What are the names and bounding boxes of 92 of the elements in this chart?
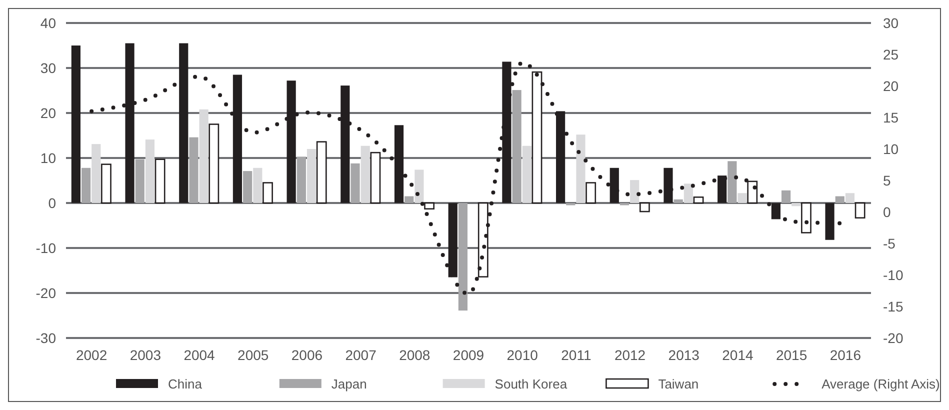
bar: [154, 158, 166, 204]
bar: [81, 168, 91, 203]
y-tick-label: 20: [40, 104, 56, 121]
x-tick-label: 2013: [668, 347, 700, 363]
y2-tick-label: 0: [883, 204, 891, 220]
x-tick-label: 2006: [291, 347, 323, 363]
bar: [145, 140, 155, 203]
bar: [693, 196, 704, 204]
bar: [512, 90, 522, 203]
x-tick-label: 2016: [830, 347, 862, 363]
bar: [630, 180, 640, 203]
bar: [350, 163, 360, 203]
bar: [448, 203, 458, 278]
y-tick-label: 30: [40, 60, 56, 76]
bar: [718, 176, 727, 203]
y2-tick-label: 10: [883, 140, 899, 157]
y-tick-label: -30: [36, 330, 56, 346]
bar: [296, 156, 306, 203]
bar: [556, 111, 566, 203]
bar: [792, 203, 801, 206]
bar: [394, 125, 404, 203]
bar: [835, 196, 844, 203]
legend-label: South Korea: [494, 376, 568, 392]
legend-label: Average (Right Axis): [822, 376, 940, 392]
x-tick-label: 2014: [722, 347, 754, 363]
bar: [747, 180, 758, 204]
bar: [522, 146, 532, 203]
bar: [404, 196, 414, 203]
bar: [586, 182, 596, 204]
bar: [738, 193, 747, 203]
y-tick-label: -20: [36, 284, 56, 301]
y2-tick-label: 25: [883, 46, 899, 62]
bar: [854, 202, 866, 218]
y2-tick-label: -15: [883, 298, 904, 314]
y-tick-label: -10: [36, 240, 56, 256]
bar: [610, 168, 619, 203]
bar: [243, 171, 252, 203]
x-tick-label: 2012: [614, 347, 646, 363]
bar: [208, 124, 220, 204]
bar: [189, 137, 198, 203]
bar: [664, 168, 673, 203]
x-tick-label: 2011: [561, 347, 592, 363]
bar: [414, 170, 424, 203]
bar: [92, 144, 101, 203]
bar: [424, 202, 434, 210]
bar: [340, 86, 350, 203]
x-tick-label: 2003: [130, 347, 162, 363]
x-tick-label: 2005: [238, 347, 269, 363]
y2-tick-label: 20: [883, 78, 899, 94]
y2-tick-label: 30: [883, 14, 899, 31]
bar: [253, 168, 262, 203]
bar: [639, 202, 650, 212]
bar: [845, 193, 855, 203]
bar: [370, 152, 381, 204]
bar: [728, 161, 737, 203]
x-tick-label: 2009: [452, 347, 484, 363]
bar: [684, 184, 693, 203]
x-tick-label: 2002: [76, 347, 108, 363]
bar: [532, 71, 542, 204]
bar: [232, 74, 242, 203]
y-tick-label: 40: [40, 14, 56, 31]
bar: [576, 134, 586, 203]
bar: [781, 190, 791, 203]
y2-tick-label: -5: [883, 235, 896, 252]
y-tick-label: 10: [40, 150, 56, 166]
bar: [801, 202, 812, 234]
bar: [360, 146, 370, 203]
legend-label: Taiwan: [658, 376, 699, 392]
bar: [674, 199, 683, 203]
bar: [306, 149, 316, 203]
y-tick-label: 0: [48, 194, 56, 211]
bar: [286, 80, 296, 203]
bar: [825, 203, 834, 240]
bar: [199, 109, 208, 203]
bar: [135, 159, 144, 203]
bar: [316, 141, 327, 204]
x-tick-label: 2015: [776, 347, 808, 363]
legend-label: Japan: [331, 376, 367, 392]
legend-label: China: [168, 376, 203, 392]
x-tick-label: 2008: [399, 347, 430, 363]
bar: [262, 182, 273, 204]
y2-tick-label: 5: [883, 172, 891, 188]
x-tick-label: 2007: [345, 347, 377, 363]
bar: [71, 46, 80, 203]
bar: [478, 202, 488, 278]
bar: [101, 164, 112, 204]
x-tick-label: 2010: [506, 347, 538, 363]
x-tick-label: 2004: [184, 347, 216, 363]
y2-tick-label: -10: [883, 266, 904, 283]
y2-tick-label: -20: [883, 330, 904, 346]
bar: [458, 203, 468, 311]
y2-tick-label: 15: [883, 109, 899, 126]
